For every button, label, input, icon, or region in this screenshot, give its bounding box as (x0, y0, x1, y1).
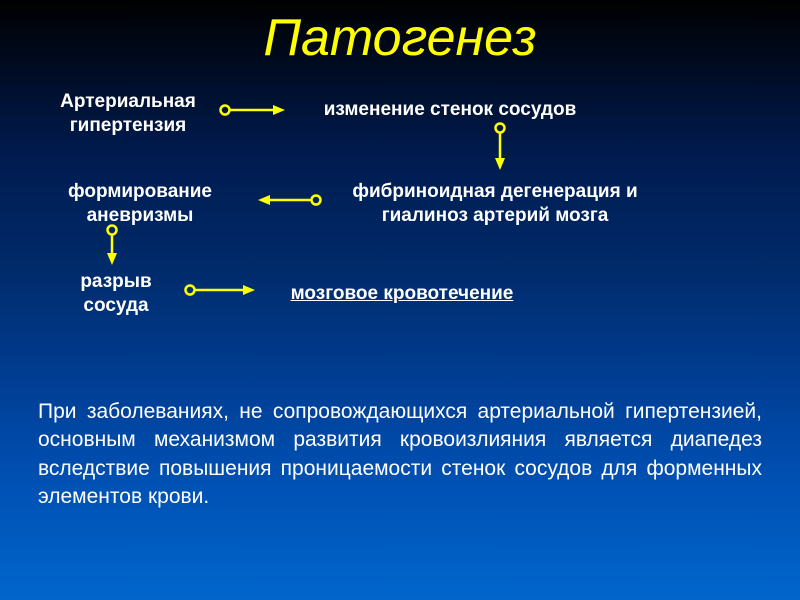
arrow-2 (495, 124, 505, 171)
bottom-paragraph: При заболеваниях, не сопровождающихся ар… (38, 398, 762, 511)
arrow-3 (258, 195, 321, 205)
arrow-4 (107, 226, 117, 266)
arrow-5 (186, 285, 256, 295)
arrow-1 (221, 105, 286, 115)
